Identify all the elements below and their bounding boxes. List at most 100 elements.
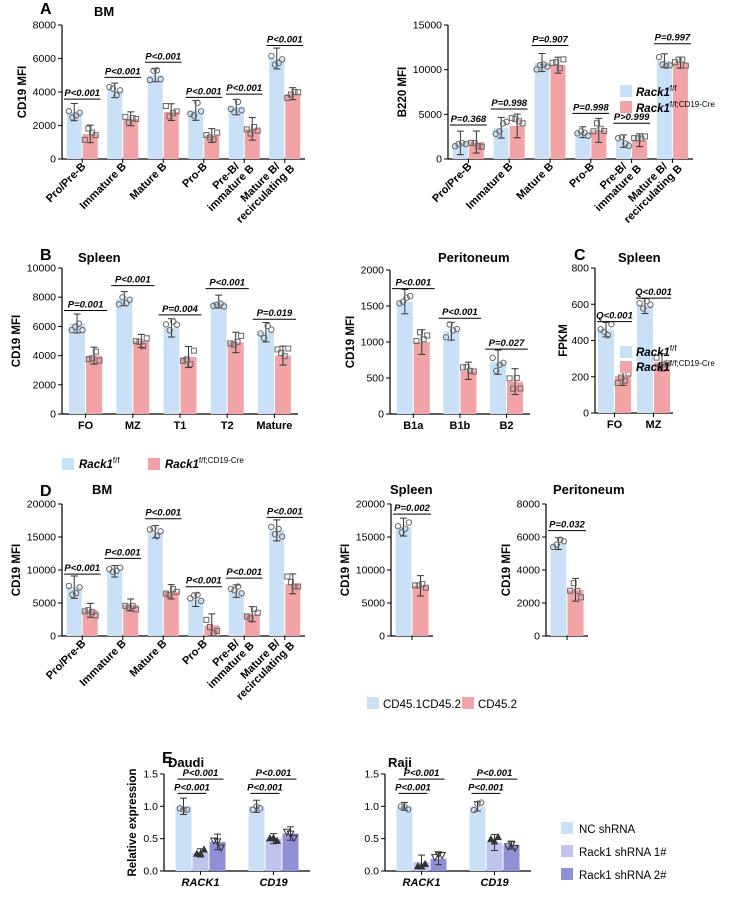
data-point <box>679 56 686 63</box>
data-point <box>133 115 140 122</box>
chart-e2: 0.0 0.5 1.0 1.5 Raji RACK1 P<0.001 P<0.001 CD19 P… <box>364 755 531 889</box>
data-point <box>69 114 76 121</box>
data-point <box>666 62 673 69</box>
data-point <box>291 583 298 590</box>
bar <box>534 62 550 159</box>
data-point <box>487 834 495 843</box>
data-point <box>129 115 136 122</box>
data-point <box>119 294 126 301</box>
data-point <box>503 843 512 851</box>
bar <box>469 806 486 871</box>
data-point <box>116 87 124 94</box>
y-tick-label: 15000 <box>356 532 385 544</box>
y-tick-label: 2000 <box>33 120 57 132</box>
p-value: P<0.001 <box>64 563 100 574</box>
data-point <box>92 132 99 139</box>
data-point <box>136 338 143 345</box>
data-point <box>537 61 544 69</box>
data-point <box>273 836 281 844</box>
y-tick-label: 600 <box>571 299 589 311</box>
p-value: P=0.004 <box>162 304 198 315</box>
data-point <box>269 833 278 842</box>
bar <box>244 614 260 636</box>
data-point <box>634 135 641 142</box>
p-value: P<0.001 <box>256 768 292 779</box>
y-tick-label: 0.5 <box>143 833 158 845</box>
bar <box>285 93 301 159</box>
data-point <box>194 99 201 106</box>
data-point <box>231 587 238 594</box>
data-point <box>217 844 226 853</box>
x-tick-label: CD19 <box>259 877 288 889</box>
y-tick-label: 2000 <box>33 379 57 391</box>
bar <box>248 806 265 871</box>
y-tick-label: 4000 <box>33 350 57 362</box>
data-point <box>220 303 228 310</box>
data-point <box>210 136 217 143</box>
data-point <box>274 346 281 353</box>
data-point <box>85 125 92 132</box>
y-tick-label: 0.5 <box>364 833 379 845</box>
data-point <box>109 85 117 92</box>
bar <box>567 589 584 636</box>
data-point <box>173 588 180 595</box>
bar <box>66 587 82 636</box>
data-point <box>422 584 429 591</box>
data-point <box>125 119 132 126</box>
y-tick-label: 5000 <box>419 109 443 121</box>
p-value: P<0.001 <box>404 768 440 779</box>
p-value: P=0.907 <box>532 35 568 46</box>
y-tick-label: 5000 <box>362 598 386 610</box>
bar <box>490 362 506 414</box>
panel-label-b: B <box>40 247 52 264</box>
data-point <box>153 67 161 74</box>
data-point <box>247 615 254 622</box>
x-tick-label: FO <box>607 419 623 431</box>
data-point <box>567 587 574 594</box>
data-point <box>585 132 592 139</box>
data-point <box>659 61 666 68</box>
bar <box>598 329 614 413</box>
data-point <box>494 832 502 841</box>
data-point <box>284 573 291 580</box>
legend-label: CD45.2 <box>478 699 517 711</box>
data-point <box>590 128 597 135</box>
legend-label: Rack1f/f;CD19-Cre <box>165 456 244 471</box>
chart-title: Peritoneum <box>553 482 625 497</box>
bar <box>257 332 274 414</box>
bar <box>107 90 123 159</box>
bar <box>656 60 672 159</box>
chart-d3: 0 2000 4000 6000 8000 CD19 MFI Peritoneum P=0.0… <box>501 482 625 643</box>
data-point <box>415 582 422 589</box>
data-point <box>420 336 427 343</box>
data-point <box>132 338 139 345</box>
p-value: P<0.001 <box>395 782 431 793</box>
chart-b2: 0 500 1000 1500 2000 CD19 MFI Peritoneum B1a P<0… <box>345 250 530 432</box>
y-tick-label: 8000 <box>517 499 541 511</box>
data-point <box>85 356 92 363</box>
y-axis-label: CD19 MFI <box>11 544 23 596</box>
data-point <box>197 597 205 605</box>
bar <box>116 298 133 414</box>
p-value: P<0.001 <box>145 508 181 519</box>
chart-title: BM <box>92 482 112 497</box>
data-point <box>510 385 517 392</box>
data-point <box>489 354 496 362</box>
data-point <box>517 385 524 392</box>
data-point <box>560 56 567 63</box>
x-tick-label: RACK1 <box>182 877 220 889</box>
p-value: P=0.998 <box>491 98 527 109</box>
x-tick-label: MZ <box>646 419 662 431</box>
data-point <box>614 379 621 386</box>
bar <box>175 806 192 871</box>
data-point <box>206 624 213 631</box>
p-value: P<0.001 <box>247 782 283 793</box>
chart-title: Daudi <box>168 755 204 770</box>
y-tick-label: 0.0 <box>364 866 379 878</box>
data-point <box>601 128 608 135</box>
x-tick-label: T1 <box>174 420 187 432</box>
y-axis-label: FPKM <box>558 324 570 357</box>
chart-c: 0 200 400 600 800 FPKM Spleen FO Q<0.001 MZ Q<0.00… <box>558 250 673 431</box>
